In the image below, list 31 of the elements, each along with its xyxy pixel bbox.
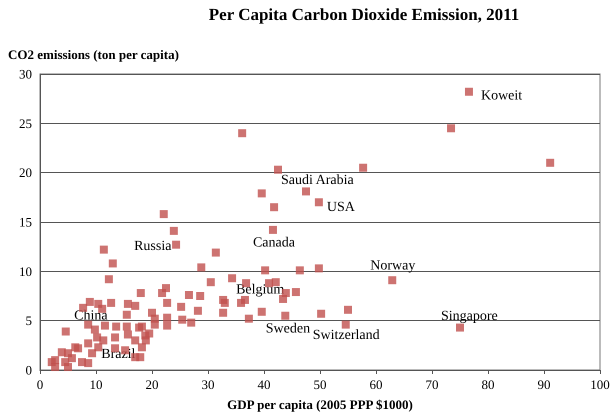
y-tick-label: 30 (19, 66, 32, 82)
y-tick-label: 10 (19, 264, 32, 279)
x-tick-label: 30 (202, 377, 214, 392)
x-tick-label: 0 (36, 377, 44, 392)
x-tick-label: 50 (314, 377, 326, 392)
annotation: Norway (370, 258, 416, 274)
x-tick-label: 100 (590, 377, 610, 392)
annotation: Belgium (236, 282, 284, 298)
y-tick-label: 15 (19, 214, 32, 230)
chart-title: Per Capita Carbon Dioxide Emission, 2011 (208, 5, 520, 24)
y-axis-title: CO2 emissions (ton per capita) (8, 47, 179, 62)
annotation: Saudi Arabia (281, 173, 354, 188)
x-tick-label: 10 (90, 377, 102, 392)
annotation: Koweit (480, 88, 522, 104)
x-axis-title: GDP per capita (2005 PPP $1000) (227, 397, 413, 412)
y-tick-label: 20 (19, 165, 32, 180)
x-tick-label: 20 (146, 377, 158, 392)
x-tick-label: 60 (370, 377, 382, 392)
y-tick-label: 25 (19, 116, 32, 131)
x-tick-label: 70 (426, 377, 438, 392)
x-tick-label: 90 (538, 377, 550, 392)
annotation: USA (326, 200, 356, 215)
annotation: Sweden (266, 321, 310, 336)
annotation: Canada (252, 235, 296, 250)
x-tick-label: 80 (482, 377, 494, 392)
annotation: Russia (134, 239, 172, 254)
y-tick-label: 5 (26, 313, 32, 328)
y-tick-label: 0 (26, 362, 32, 378)
annotation: Switzerland (312, 328, 380, 344)
annotation: China (74, 308, 108, 324)
x-tick-label: 40 (258, 377, 270, 392)
